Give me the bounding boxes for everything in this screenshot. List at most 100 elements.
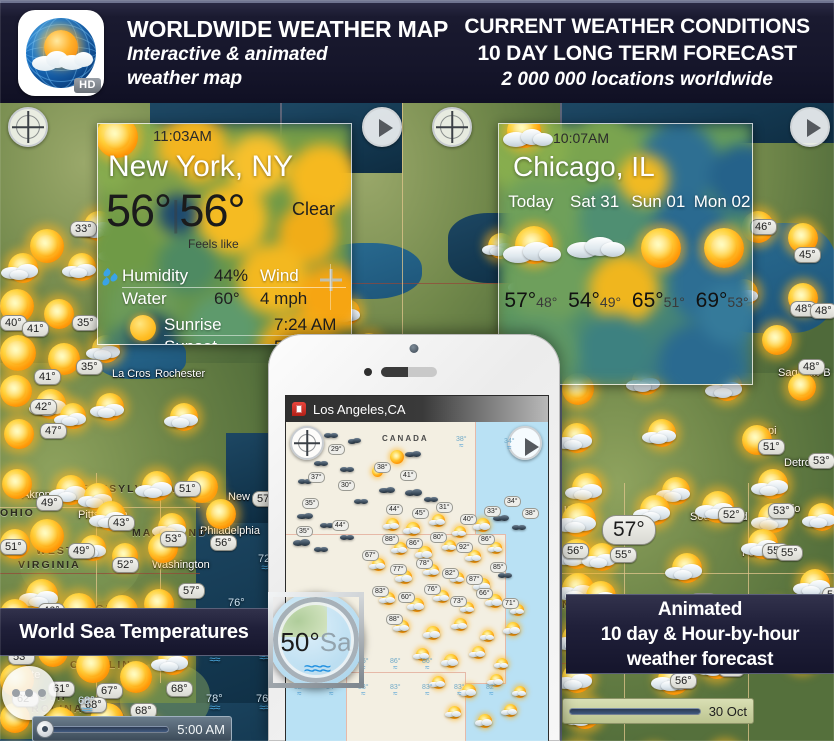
banner-left-text: World Sea Temperatures	[19, 620, 249, 643]
cloud-icon	[395, 576, 405, 583]
cloud-icon	[423, 632, 433, 639]
forecast-high: 57°	[504, 289, 537, 312]
phone-temperature-pill: 88°	[386, 614, 403, 625]
cloud-icon	[86, 498, 104, 508]
sea-wave-icon: ≈	[361, 663, 366, 672]
background-blob	[619, 154, 669, 204]
phone-screen[interactable]: Los Angeles,CA CANADA 29° 37° 30° 35° 35° 44°…	[286, 396, 548, 741]
weather-icon-group	[54, 403, 86, 429]
weather-icon-group	[89, 393, 124, 421]
play-icon[interactable]	[508, 426, 542, 460]
phone-sea-temperature: 83° ≈	[358, 684, 369, 698]
compass-crosshair-vertical	[27, 111, 29, 143]
weather-icon-group	[135, 471, 172, 501]
detail-grid: Humidity 44% Wind Water 60° 4 mph	[122, 264, 346, 310]
cloud-icon	[389, 522, 399, 529]
cloud-icon	[480, 583, 490, 590]
phone-title-bar[interactable]: Los Angeles,CA	[286, 396, 548, 422]
temperature-pill: 40°	[0, 315, 27, 331]
cloud-icon	[375, 562, 385, 569]
phone-sea-temperature: 34° ≈	[504, 438, 515, 452]
cloud-icon	[433, 595, 443, 602]
compass-icon[interactable]	[290, 426, 324, 460]
weather-icon-group	[403, 522, 420, 536]
cloud-icon	[414, 603, 424, 610]
cloud-icon	[419, 652, 429, 659]
banner-right-line3: weather forecast	[626, 648, 774, 670]
cloud-icon	[423, 569, 433, 576]
cloud-icon	[459, 607, 468, 613]
temperature-pill: 41°	[22, 321, 49, 337]
compass-icon[interactable]	[432, 107, 472, 147]
sea-wave-icon: ≈≈	[209, 702, 220, 714]
phone-temperature-pill: 40°	[460, 514, 477, 525]
background-blob	[579, 314, 649, 384]
cloud-icon	[429, 496, 438, 503]
timeline-knob[interactable]	[36, 720, 54, 738]
cloud-icon	[303, 478, 312, 485]
magnifier-ghost-text: Sa	[319, 627, 352, 657]
temperature-row: 56°|56°	[106, 186, 245, 239]
cloud-icon	[465, 606, 474, 613]
cloud-icon	[469, 651, 479, 658]
weather-icon-group	[487, 674, 503, 687]
cloud-icon	[482, 719, 492, 726]
compass-icon[interactable]	[8, 107, 48, 147]
cloud-icon	[499, 662, 508, 669]
cloud-icon	[510, 627, 520, 634]
earpiece-speaker-icon	[381, 367, 437, 377]
weather-icon-group	[339, 462, 354, 474]
phone-sea-temperature: 86° ≈	[422, 658, 433, 672]
play-icon[interactable]	[362, 107, 402, 147]
phone-sea-temperature: 83° ≈	[454, 684, 465, 698]
cloud-icon	[369, 563, 379, 570]
weather-icon-group	[511, 520, 526, 532]
weather-icon-group	[493, 658, 508, 670]
temperature-pill: 53°	[768, 503, 795, 519]
play-icon[interactable]	[790, 107, 830, 147]
cloud-icon	[564, 521, 586, 534]
temperature-pill: 56°	[562, 543, 589, 559]
weather-icon-group	[1, 253, 38, 283]
more-options-icon[interactable]	[2, 666, 56, 720]
cloud-icon	[413, 653, 423, 660]
animated-forecast-banner: Animated 10 day & Hour-by-hour weather f…	[566, 594, 834, 674]
timeline-track[interactable]	[569, 707, 701, 715]
phone-temperature-pill: 82°	[442, 568, 459, 579]
feels-like-label: Feels like	[188, 237, 239, 251]
cloud-icon	[564, 679, 583, 690]
phone-temperature-pill: 78°	[416, 558, 433, 569]
weather-icon-group	[511, 686, 526, 698]
sea-wave-icon: ≈	[489, 689, 494, 698]
right-map-timeline[interactable]: 30 Oct	[562, 698, 754, 724]
road	[402, 103, 403, 433]
cloud-icon	[319, 460, 328, 467]
weather-icon-group	[313, 456, 328, 468]
phone-temperature-pill: 37°	[308, 472, 325, 483]
banner-right-line2: 10 day & Hour-by-hour	[600, 623, 800, 645]
sea-wave-icon: ≈	[329, 689, 334, 698]
cloud-icon	[74, 52, 93, 67]
phone-weather-map[interactable]: CANADA 29° 37° 30° 35° 35° 44° 38° 41° 44° 45° 31°…	[286, 418, 548, 741]
background-blob	[288, 144, 351, 214]
cloud-icon	[493, 515, 503, 522]
mexico-landmass	[346, 672, 466, 741]
new-york-weather-card[interactable]: 11:03AM New York, NY 56°|56° Feels like …	[97, 123, 352, 345]
feature-line2: 10 DAY LONG TERM FORECAST	[477, 42, 798, 65]
forecast-low: 51°	[663, 294, 685, 310]
sea-wave-icon: ≈	[425, 663, 430, 672]
cloud-icon	[28, 596, 48, 608]
sun-icon	[640, 228, 681, 268]
cloud-icon	[480, 523, 490, 530]
timeline-track[interactable]	[36, 720, 170, 738]
cloud-icon	[493, 663, 502, 669]
left-map-timeline[interactable]: 5:00 AM	[32, 716, 232, 741]
app-title: WORLDWIDE WEATHER MAP	[127, 15, 449, 42]
globe-sun-app-icon	[26, 18, 96, 88]
cloud-icon	[485, 600, 495, 607]
phone-sea-temperature: 85° ≈	[358, 658, 369, 672]
cloud-icon	[329, 432, 338, 439]
weather-icon-group	[469, 646, 485, 659]
sun-icon	[704, 228, 745, 268]
temperature-pill: 68°	[166, 681, 193, 697]
